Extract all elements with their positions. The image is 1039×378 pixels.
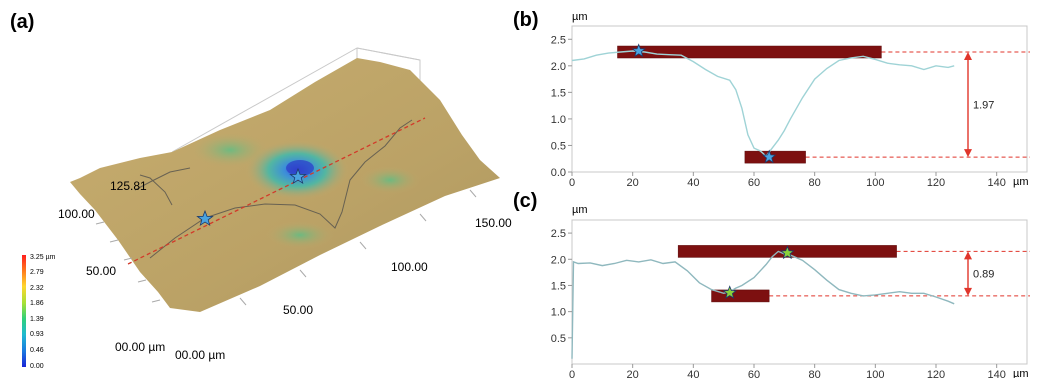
panel-c: (c) µm µm 0 20 40 60 80 100 120 140 0.5 1.0 1.5 2.0…: [513, 190, 1030, 378]
x-tick-label: 40: [687, 177, 699, 189]
colorbar-tick-0: 3.25 µm: [30, 254, 56, 261]
height-arrow-head-bottom: [964, 287, 972, 296]
star-marker: [761, 149, 777, 164]
colorbar-tick-1: 2.79: [30, 269, 44, 276]
colorbar-tick-7: 0.00: [30, 363, 44, 370]
colorbar-tick-2: 2.32: [30, 285, 44, 292]
y-tick-label: 2.0: [551, 61, 566, 73]
x-tick-50: 50.00: [283, 303, 313, 317]
x-tick-label: 20: [627, 177, 639, 189]
panel-b: (b) µm µm 0 20 40 60 80 100 120 140 0.0 0.5 1.0 1.5…: [513, 9, 1030, 189]
height-annotation-label: 0.89: [973, 269, 994, 281]
x-tick-label: 140: [987, 177, 1005, 189]
surface-pit: [286, 160, 314, 176]
y-tick-100: 100.00: [58, 207, 95, 221]
panel-b-ylabel: µm: [572, 11, 588, 23]
x-tick-label: 40: [687, 369, 699, 378]
colorbar-tick-6: 0.46: [30, 347, 44, 354]
colorbar-tick-5: 0.93: [30, 331, 44, 338]
y-top-label: 125.81: [110, 179, 147, 193]
x-tick-label: 60: [748, 177, 760, 189]
x-tick-label: 80: [809, 177, 821, 189]
star-marker-left: [196, 209, 214, 227]
x-tick-label: 0: [569, 177, 575, 189]
surface-blob-bottom: [266, 221, 334, 249]
y-tick-label: 1.0: [551, 114, 566, 126]
x-tick-150: 150.00: [475, 216, 512, 230]
colorbar: 3.25 µm 2.79 2.32 1.86 1.39 0.93 0.46 0.…: [22, 254, 56, 370]
x-tick-label: 120: [927, 177, 945, 189]
plateau-bar: [617, 45, 882, 59]
y-tick-0: 00.00 µm: [115, 340, 165, 354]
plateau-bar: [744, 150, 806, 164]
y-tick-50: 50.00: [86, 264, 116, 278]
x-tick-label: 80: [809, 369, 821, 378]
profile-series-line: [571, 250, 955, 359]
star-marker: [780, 245, 795, 260]
x-tick-label: 60: [748, 369, 760, 378]
star-marker-center: [289, 167, 307, 185]
height-arrow-head-top: [964, 52, 972, 61]
colorbar-tick-4: 1.39: [30, 316, 44, 323]
profile-line: [127, 117, 426, 265]
panel-b-xlabel: µm: [1013, 176, 1029, 188]
panel-b-label: (b): [513, 9, 539, 31]
y-tick-label: 1.5: [551, 87, 566, 99]
x-tick-label: 100: [866, 369, 884, 378]
x-tick-label: 140: [987, 369, 1005, 378]
panel-c-ylabel: µm: [572, 204, 588, 216]
surface-blob-right: [360, 166, 420, 194]
y-tick-label: 2.0: [551, 254, 566, 266]
colorbar-tick-3: 1.86: [30, 300, 44, 307]
y-tick-label: 2.5: [551, 228, 566, 240]
x-tick-100: 100.00: [391, 260, 428, 274]
height-annotation-label: 1.97: [973, 100, 994, 112]
x-tick-label: 0: [569, 369, 575, 378]
panel-a-label: (a): [10, 11, 34, 33]
colorbar-gradient: [22, 255, 26, 367]
height-arrow-head-bottom: [964, 149, 972, 158]
y-tick-label: 0.5: [551, 140, 566, 152]
profile-series-line: [571, 50, 955, 158]
y-tick-label: 1.5: [551, 280, 566, 292]
y-tick-label: 2.5: [551, 34, 566, 46]
height-arrow-head-top: [964, 251, 972, 260]
y-tick-label: 0.0: [551, 167, 566, 179]
panel-c-xlabel: µm: [1013, 368, 1029, 378]
y-tick-label: 0.5: [551, 333, 566, 345]
x-tick-label: 120: [927, 369, 945, 378]
panel-c-label: (c): [513, 190, 537, 212]
y-tick-label: 1.0: [551, 307, 566, 319]
star-marker: [722, 285, 737, 299]
plot-frame: [571, 219, 1028, 365]
x-tick-0: 00.00 µm: [175, 348, 225, 362]
plot-frame: [571, 25, 1028, 173]
x-tick-label: 100: [866, 177, 884, 189]
x-tick-label: 20: [627, 369, 639, 378]
surface-tick-marks: [95, 189, 477, 306]
star-marker: [631, 43, 646, 58]
panel-a: (a) 125.81 100.00 50.00 00.: [10, 11, 512, 370]
